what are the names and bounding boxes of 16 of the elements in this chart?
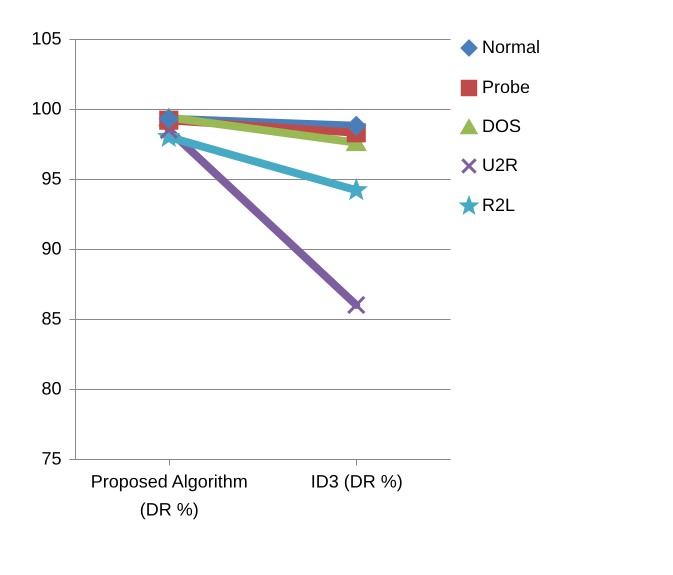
x-tick-label: Proposed Algorithm (DR %) [90,472,248,520]
point [346,295,366,315]
y-tick-label: 105 [31,28,62,48]
y-tick-label: 75 [41,448,62,468]
y-tick-label: 100 [31,98,62,118]
legend-label: U2R [482,155,518,175]
y-tick-label: 90 [41,238,62,258]
y-tick-label: 85 [41,308,62,328]
y-tick-label: 80 [41,378,62,398]
point [346,116,366,136]
legend-label: R2L [482,195,516,215]
y-tick-label: 95 [41,168,62,188]
legend-label: Normal [482,37,540,57]
legend-label: DOS [482,116,522,136]
x-tick-label: ID3 (DR %) [310,472,403,492]
legend-label: Probe [482,77,530,97]
